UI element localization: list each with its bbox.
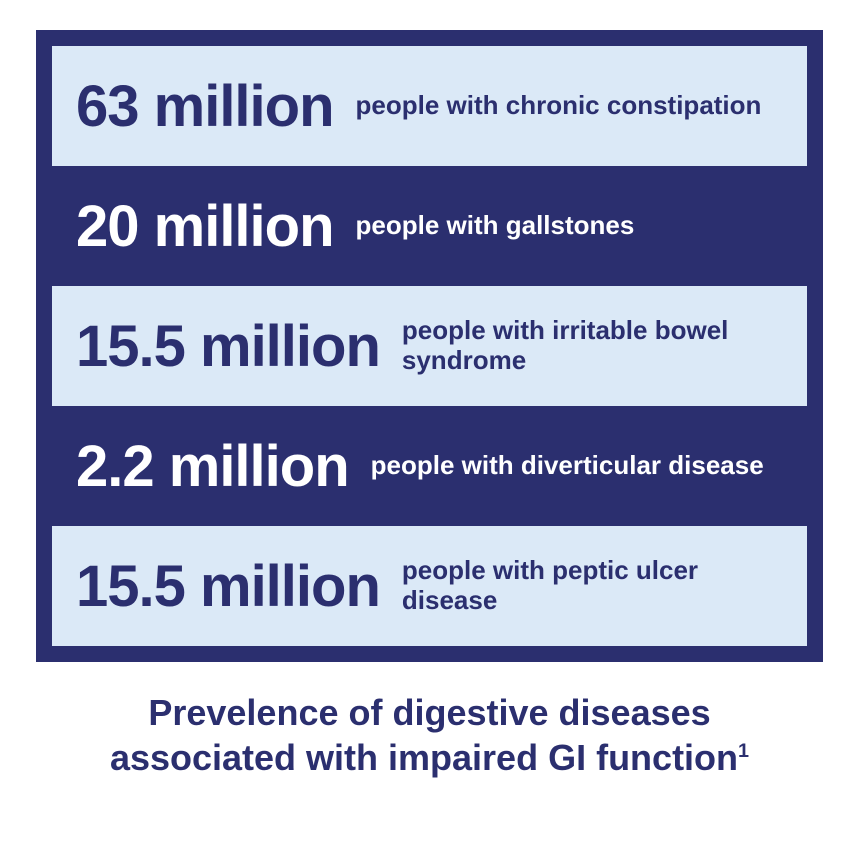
- caption-line-2: associated with impaired GI function1: [36, 735, 823, 780]
- table-row: 63 millionpeople with chronic constipati…: [52, 46, 807, 166]
- stat-value: 15.5 million: [76, 313, 380, 380]
- table-row: 20 millionpeople with gallstones: [52, 166, 807, 286]
- stat-description: people with chronic constipation: [334, 91, 783, 121]
- stat-value: 63 million: [76, 73, 334, 140]
- stat-value: 15.5 million: [76, 553, 380, 620]
- table-row: 2.2 millionpeople with diverticular dise…: [52, 406, 807, 526]
- stat-description: people with diverticular disease: [349, 451, 783, 481]
- stat-description: people with gallstones: [334, 211, 783, 241]
- caption-line-2-text: associated with impaired GI function: [110, 737, 738, 778]
- caption-superscript: 1: [738, 740, 749, 762]
- stat-value: 20 million: [76, 193, 334, 260]
- table-row: 15.5 millionpeople with peptic ulcer dis…: [52, 526, 807, 646]
- caption-line-1: Prevelence of digestive diseases: [36, 690, 823, 735]
- caption: Prevelence of digestive diseasesassociat…: [36, 690, 823, 780]
- table-row: 15.5 millionpeople with irritable bowel …: [52, 286, 807, 406]
- stat-description: people with irritable bowel syndrome: [380, 316, 783, 376]
- stat-description: people with peptic ulcer disease: [380, 556, 783, 616]
- stats-table: 63 millionpeople with chronic constipati…: [36, 30, 823, 662]
- infographic-container: 63 millionpeople with chronic constipati…: [0, 0, 859, 800]
- stat-value: 2.2 million: [76, 433, 349, 500]
